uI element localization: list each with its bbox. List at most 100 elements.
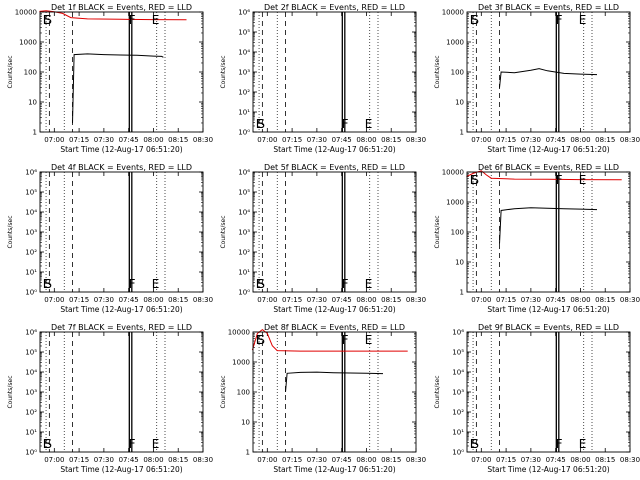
y-tick-label: 10³	[238, 229, 250, 237]
x-tick-label: 08:00	[570, 296, 590, 304]
panel-9: Det 9f BLACK = Events, RED = LLD Counts/s…	[434, 323, 640, 474]
y-tick-label: 10⁵	[238, 189, 250, 197]
plot-frame	[466, 171, 631, 293]
x-tick-label: 07:45	[332, 136, 352, 144]
x-tick-label: 08:15	[381, 456, 401, 464]
x-tick-label: 07:30	[521, 456, 541, 464]
y-tick-label: 10⁵	[452, 349, 464, 357]
x-axis-label: Start Time (12-Aug-17 06:51:20)	[273, 305, 395, 314]
x-tick-label: 08:00	[356, 136, 376, 144]
y-tick-label: 10⁴	[25, 209, 37, 217]
panel-title: Det 8f BLACK = Events, RED = LLD	[264, 323, 405, 332]
x-tick-label: 07:30	[521, 136, 541, 144]
marker-letter: E	[470, 173, 478, 187]
x-tick-label: 07:15	[496, 456, 516, 464]
y-tick-label: 10¹	[238, 269, 250, 277]
panel-7: Det 7f BLACK = Events, RED = LLD Counts/s…	[7, 323, 213, 474]
x-tick-label: 08:15	[168, 296, 188, 304]
y-tick-label: 10¹	[25, 269, 37, 277]
x-tick-label: 07:45	[546, 456, 566, 464]
plot-frame	[466, 331, 631, 453]
x-tick-label: 07:00	[257, 296, 277, 304]
y-tick-label: 10⁴	[25, 369, 37, 377]
x-tick-label: 08:15	[381, 136, 401, 144]
x-axis-label: Start Time (12-Aug-17 06:51:20)	[487, 305, 609, 314]
y-axis-label: Counts/sec	[220, 55, 227, 88]
panel-4: Det 4f BLACK = Events, RED = LLD Counts/s…	[7, 163, 213, 314]
marker-letter: E	[579, 173, 587, 187]
marker-letter: E	[365, 117, 373, 131]
x-tick-label: 08:30	[620, 136, 640, 144]
marker-letter: F	[556, 173, 563, 187]
marker-letter: E	[152, 277, 160, 291]
series-line-2	[39, 10, 187, 21]
y-tick-label: 10	[241, 419, 250, 427]
marker-letter: E	[365, 333, 373, 347]
x-tick-label: 07:15	[69, 456, 89, 464]
marker-letter: S	[257, 277, 265, 291]
marker-letter: E	[256, 117, 264, 131]
x-tick-label: 08:30	[620, 456, 640, 464]
y-tick-label: 10²	[25, 249, 37, 257]
y-axis-label: Counts/sec	[7, 215, 14, 248]
y-tick-label: 10¹	[452, 429, 464, 437]
y-tick-label: 100	[237, 389, 250, 397]
y-tick-label: 1000	[232, 359, 250, 367]
y-tick-label: 10³	[238, 69, 250, 77]
x-tick-label: 08:00	[570, 456, 590, 464]
marker-letter: E	[470, 13, 478, 27]
y-tick-label: 10000	[442, 169, 464, 177]
x-tick-label: 08:15	[168, 456, 188, 464]
y-tick-label: 10⁰	[238, 289, 250, 297]
y-tick-label: 10⁴	[452, 369, 464, 377]
y-axis-label: Counts/sec	[220, 375, 227, 408]
panel-title: Det 1f BLACK = Events, RED = LLD	[51, 3, 192, 12]
marker-letter: E	[43, 277, 51, 291]
x-tick-label: 07:15	[282, 456, 302, 464]
x-tick-label: 07:15	[496, 296, 516, 304]
marker-letter: E	[256, 277, 264, 291]
x-tick-label: 08:00	[356, 456, 376, 464]
x-tick-label: 07:15	[282, 136, 302, 144]
panel-3: Det 3f BLACK = Events, RED = LLD Counts/s…	[434, 3, 640, 154]
plot-frame	[39, 171, 204, 293]
y-tick-label: 10	[455, 99, 464, 107]
y-tick-label: 10⁵	[238, 29, 250, 37]
x-tick-label: 07:30	[521, 296, 541, 304]
x-tick-label: 07:00	[471, 296, 491, 304]
x-tick-label: 07:30	[307, 136, 327, 144]
marker-letter: E	[365, 277, 373, 291]
y-tick-label: 1	[460, 289, 464, 297]
marker-letter: F	[556, 437, 563, 451]
marker-letter: F	[342, 277, 349, 291]
marker-letter: F	[342, 117, 349, 131]
marker-letter: S	[44, 13, 52, 27]
y-tick-label: 1	[33, 129, 37, 137]
y-tick-label: 100	[451, 229, 464, 237]
panel-2: Det 2f BLACK = Events, RED = LLD Counts/s…	[220, 3, 426, 154]
plot-frame	[39, 331, 204, 453]
series-line-1	[285, 371, 384, 393]
y-tick-label: 10000	[442, 9, 464, 17]
x-tick-label: 07:45	[546, 136, 566, 144]
marker-letter: S	[257, 117, 265, 131]
y-tick-label: 10²	[25, 409, 37, 417]
y-tick-label: 10⁶	[238, 169, 250, 177]
y-tick-label: 100	[451, 69, 464, 77]
x-tick-label: 07:45	[332, 456, 352, 464]
x-tick-label: 07:45	[119, 296, 139, 304]
x-tick-label: 07:00	[44, 136, 64, 144]
marker-letter: E	[579, 437, 587, 451]
x-tick-label: 08:00	[570, 136, 590, 144]
panel-title: Det 9f BLACK = Events, RED = LLD	[478, 323, 619, 332]
panel-title: Det 2f BLACK = Events, RED = LLD	[264, 3, 405, 12]
y-tick-label: 10	[28, 99, 37, 107]
y-tick-label: 10⁵	[25, 189, 37, 197]
x-tick-label: 08:30	[193, 456, 213, 464]
x-tick-label: 07:30	[307, 296, 327, 304]
y-tick-label: 1	[246, 449, 250, 457]
y-axis-label: Counts/sec	[434, 375, 441, 408]
y-axis-label: Counts/sec	[7, 55, 14, 88]
y-tick-label: 10³	[452, 389, 464, 397]
x-tick-label: 08:00	[356, 296, 376, 304]
